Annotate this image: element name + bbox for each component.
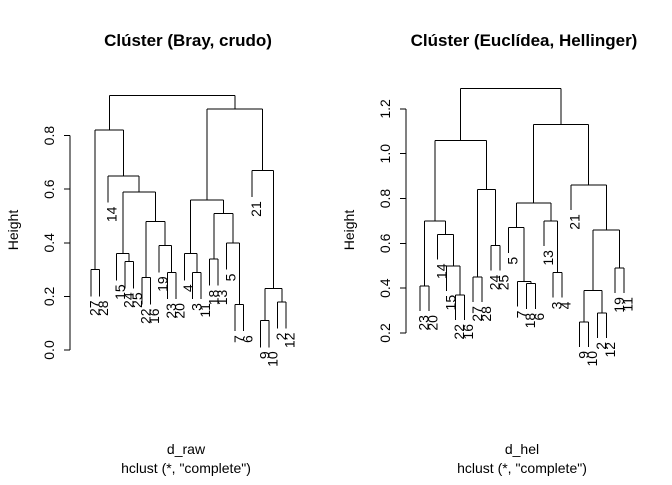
leaf-label: 12: [282, 332, 298, 348]
y-tick-label: 0.8: [377, 189, 393, 209]
leaf-label: 25: [496, 274, 512, 290]
leaf-label: 28: [478, 306, 494, 322]
leaf-label: 10: [265, 351, 281, 367]
y-tick-label: 0.6: [377, 233, 393, 253]
leaf-label: 13: [540, 250, 556, 266]
y-tick-label: 0.2: [41, 286, 57, 306]
leaf-label: 11: [197, 303, 213, 318]
leaf-label: 7: [513, 310, 529, 318]
leaf-label: 20: [425, 315, 441, 331]
leaf-label: 24: [121, 292, 137, 308]
leaf-label: 15: [442, 295, 458, 311]
leaf-label: 11: [620, 297, 636, 312]
leaf-label: 4: [558, 301, 574, 309]
leaf-label: 6: [531, 313, 547, 321]
y-tick-label: 0.8: [41, 126, 57, 146]
leaf-label: 7: [231, 335, 247, 343]
y-axis-label-hellinger: Height: [341, 210, 357, 251]
leaf-label: 5: [504, 257, 520, 265]
y-axis-bray: 0.0 0.2 0.4 0.6 0.8: [41, 126, 71, 360]
leaf-label: 20: [171, 303, 187, 319]
leaf-label: 13: [214, 289, 230, 305]
leaf-label: 4: [180, 284, 196, 292]
leaf-label: 14: [104, 206, 120, 222]
leaf-label: 9: [256, 351, 272, 359]
leaf-label: 3: [188, 303, 204, 311]
panel-bray: Clúster (Bray, crudo) Height d_raw hclus…: [5, 31, 298, 476]
leaf-label: 25: [129, 292, 145, 308]
leaf-label: 23: [416, 315, 432, 331]
leaf-label: 10: [584, 351, 600, 367]
leaf-label: 21: [566, 214, 582, 230]
leaf-label: 19: [155, 276, 171, 292]
y-axis-label-bray: Height: [5, 210, 21, 251]
y-axis-hellinger: 0.2 0.4 0.6 0.8 1.0 1.2: [377, 99, 407, 343]
leaf-label: 6: [239, 335, 255, 343]
leaf-label: 27: [87, 300, 103, 316]
leaf-label: 16: [460, 324, 476, 340]
y-tick-label: 1.2: [377, 99, 393, 119]
leaf-label: 3: [549, 301, 565, 309]
leaf-label: 19: [611, 297, 627, 313]
chart-title-bray: Clúster (Bray, crudo): [104, 31, 272, 50]
x-axis-label-hellinger: d_hel: [505, 441, 539, 457]
y-tick-label: 0.2: [377, 323, 393, 343]
leaf-label: 15: [112, 284, 128, 300]
leaf-label: 18: [522, 313, 538, 329]
y-tick-label: 0.4: [41, 233, 57, 253]
y-tick-label: 0.4: [377, 278, 393, 298]
panel-hellinger: Clúster (Euclídea, Hellinger) Height d_h…: [341, 31, 637, 476]
y-tick-label: 0.6: [41, 179, 57, 199]
leaf-label: 21: [248, 201, 264, 217]
leaf-label: 22: [451, 324, 467, 340]
leaf-label: 18: [205, 289, 221, 305]
leaf-label: 28: [95, 300, 111, 316]
leaf-label: 14: [433, 263, 449, 279]
leaf-label: 2: [273, 332, 289, 340]
leaf-label: 5: [222, 273, 238, 281]
leaf-label: 24: [487, 274, 503, 290]
leaf-label: 16: [146, 308, 162, 324]
leaf-label: 12: [602, 342, 618, 358]
x-axis-sub-bray: hclust (*, "complete"): [121, 460, 251, 476]
leaf-label: 2: [593, 342, 609, 350]
y-tick-label: 0.0: [41, 340, 57, 360]
leaf-label: 23: [163, 303, 179, 319]
leaf-label: 27: [469, 306, 485, 322]
chart-title-hellinger: Clúster (Euclídea, Hellinger): [411, 31, 638, 50]
leaf-label: 22: [138, 308, 154, 324]
x-axis-sub-hellinger: hclust (*, "complete"): [457, 460, 587, 476]
leaf-label: 9: [575, 351, 591, 359]
y-tick-label: 1.0: [377, 144, 393, 164]
x-axis-label-bray: d_raw: [167, 441, 206, 457]
